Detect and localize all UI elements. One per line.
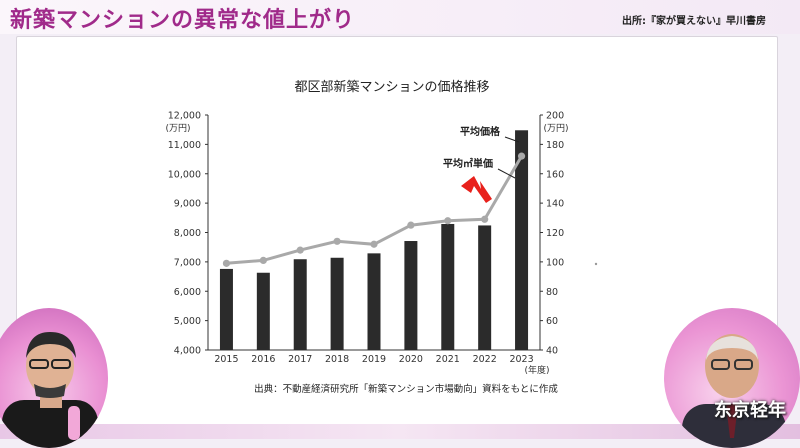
chart-title: 都区部新築マンションの価格推移 — [294, 79, 489, 95]
unit-price-point-2021 — [444, 217, 452, 225]
right-tick-labels: 40 60 80 100 120 140 160 180 200 — [540, 111, 564, 357]
unit-price-point-2018 — [333, 237, 341, 245]
glasses-right-lens-icon — [734, 359, 753, 370]
x-tick-label: 2020 — [399, 354, 423, 365]
presenter-left-figure — [2, 332, 98, 448]
header-bar — [0, 0, 800, 34]
presenter-left-hair — [26, 332, 76, 358]
unit-price-point-2015 — [222, 259, 231, 267]
unit-price-point-2023 — [517, 152, 526, 160]
right-tick-label: 140 — [546, 199, 564, 210]
bar-2016 — [256, 272, 270, 350]
x-tick-label: 2023 — [509, 354, 533, 365]
left-tick-label: 5,000 — [174, 316, 201, 327]
unit-price-point-2020 — [407, 221, 415, 229]
bar-2022 — [478, 225, 492, 350]
left-tick-label: 7,000 — [174, 257, 201, 268]
glasses-left-lens-icon — [29, 359, 49, 369]
annotation-average-price-leader — [504, 136, 520, 143]
bar-2019 — [367, 253, 381, 350]
unit-price-points — [222, 152, 526, 267]
right-tick-label: 100 — [546, 257, 564, 268]
annotation-average-price: 平均価格 — [460, 125, 501, 138]
bar-2021 — [441, 223, 455, 350]
presenter-right-hair — [706, 336, 758, 360]
glasses-right-lens-icon — [51, 359, 71, 369]
left-tick-label: 10,000 — [168, 169, 201, 180]
unit-price-point-2019 — [370, 240, 378, 248]
x-tick-labels: 2015 2016 2017 2018 2019 2020 2021 2022 2023 — [214, 354, 533, 365]
right-tick-label: 160 — [546, 169, 564, 180]
presenter-left-face — [26, 336, 74, 396]
x-tick-label: 2016 — [251, 354, 275, 365]
left-tick-label: 12,000 — [168, 111, 201, 122]
unit-price-point-2022 — [481, 215, 489, 223]
presenter-right-avatar — [664, 308, 800, 448]
x-tick-label: 2018 — [325, 354, 349, 365]
right-tick-label: 200 — [546, 111, 564, 122]
x-axis-label: (年度) — [524, 364, 549, 376]
right-tick-label: 60 — [546, 316, 558, 327]
left-axis-unit: (万円) — [165, 123, 190, 134]
price-chart: 都区部新築マンションの価格推移 (万円) (万円) 4,000 5,000 6,00… — [165, 79, 598, 395]
annotation-unit-price: 平均㎡単価 — [443, 157, 493, 170]
bar-2020 — [404, 241, 418, 350]
annotation-unit-price-leader — [497, 168, 516, 179]
bottom-frame-strip — [0, 424, 800, 439]
bar-2015 — [219, 268, 233, 350]
left-tick-label: 8,000 — [174, 228, 201, 239]
left-tick-label: 4,000 — [174, 346, 201, 357]
left-tick-label: 6,000 — [174, 287, 201, 298]
x-tick-label: 2019 — [362, 354, 386, 365]
bars — [219, 130, 529, 350]
page-title: 新築マンションの異常な値上がり — [10, 8, 356, 33]
presenter-left-beard — [34, 384, 66, 398]
x-tick-label: 2015 — [214, 354, 238, 365]
unit-price-point-2016 — [259, 256, 267, 265]
bar-2023 — [515, 130, 529, 350]
channel-watermark: 东京轻年 — [714, 400, 786, 421]
chart-source: 出典：不動産経済研究所「新築マンション市場動向」資料をもとに作成 — [254, 383, 558, 395]
presenter-left-avatar — [0, 308, 108, 448]
bar-2018 — [330, 257, 344, 350]
right-tick-label: 40 — [546, 346, 558, 357]
x-tick-label: 2017 — [288, 354, 312, 365]
stray-dot — [594, 262, 598, 266]
glasses-left-lens-icon — [711, 359, 730, 370]
microphone-icon — [68, 406, 80, 440]
bar-2017 — [293, 259, 307, 350]
unit-price-point-2017 — [296, 246, 304, 254]
right-tick-label: 80 — [546, 287, 558, 298]
left-tick-labels: 4,000 5,000 6,000 7,000 8,000 9,000 10,000 11,0… — [168, 111, 208, 357]
x-tick-label: 2021 — [436, 354, 460, 365]
presenter-right-face — [705, 334, 759, 398]
right-tick-label: 180 — [546, 140, 564, 151]
source-citation: 出所:『家が買えない』早川書房 — [622, 16, 766, 27]
x-tick-label: 2022 — [473, 354, 497, 365]
left-tick-label: 9,000 — [174, 199, 201, 210]
right-tick-label: 120 — [546, 228, 564, 239]
presenter-right-figure — [682, 334, 786, 448]
tie-icon — [726, 404, 738, 438]
right-axis-unit: (万円) — [543, 123, 568, 134]
red-arrow-icon — [461, 176, 492, 203]
left-tick-label: 11,000 — [168, 140, 201, 151]
